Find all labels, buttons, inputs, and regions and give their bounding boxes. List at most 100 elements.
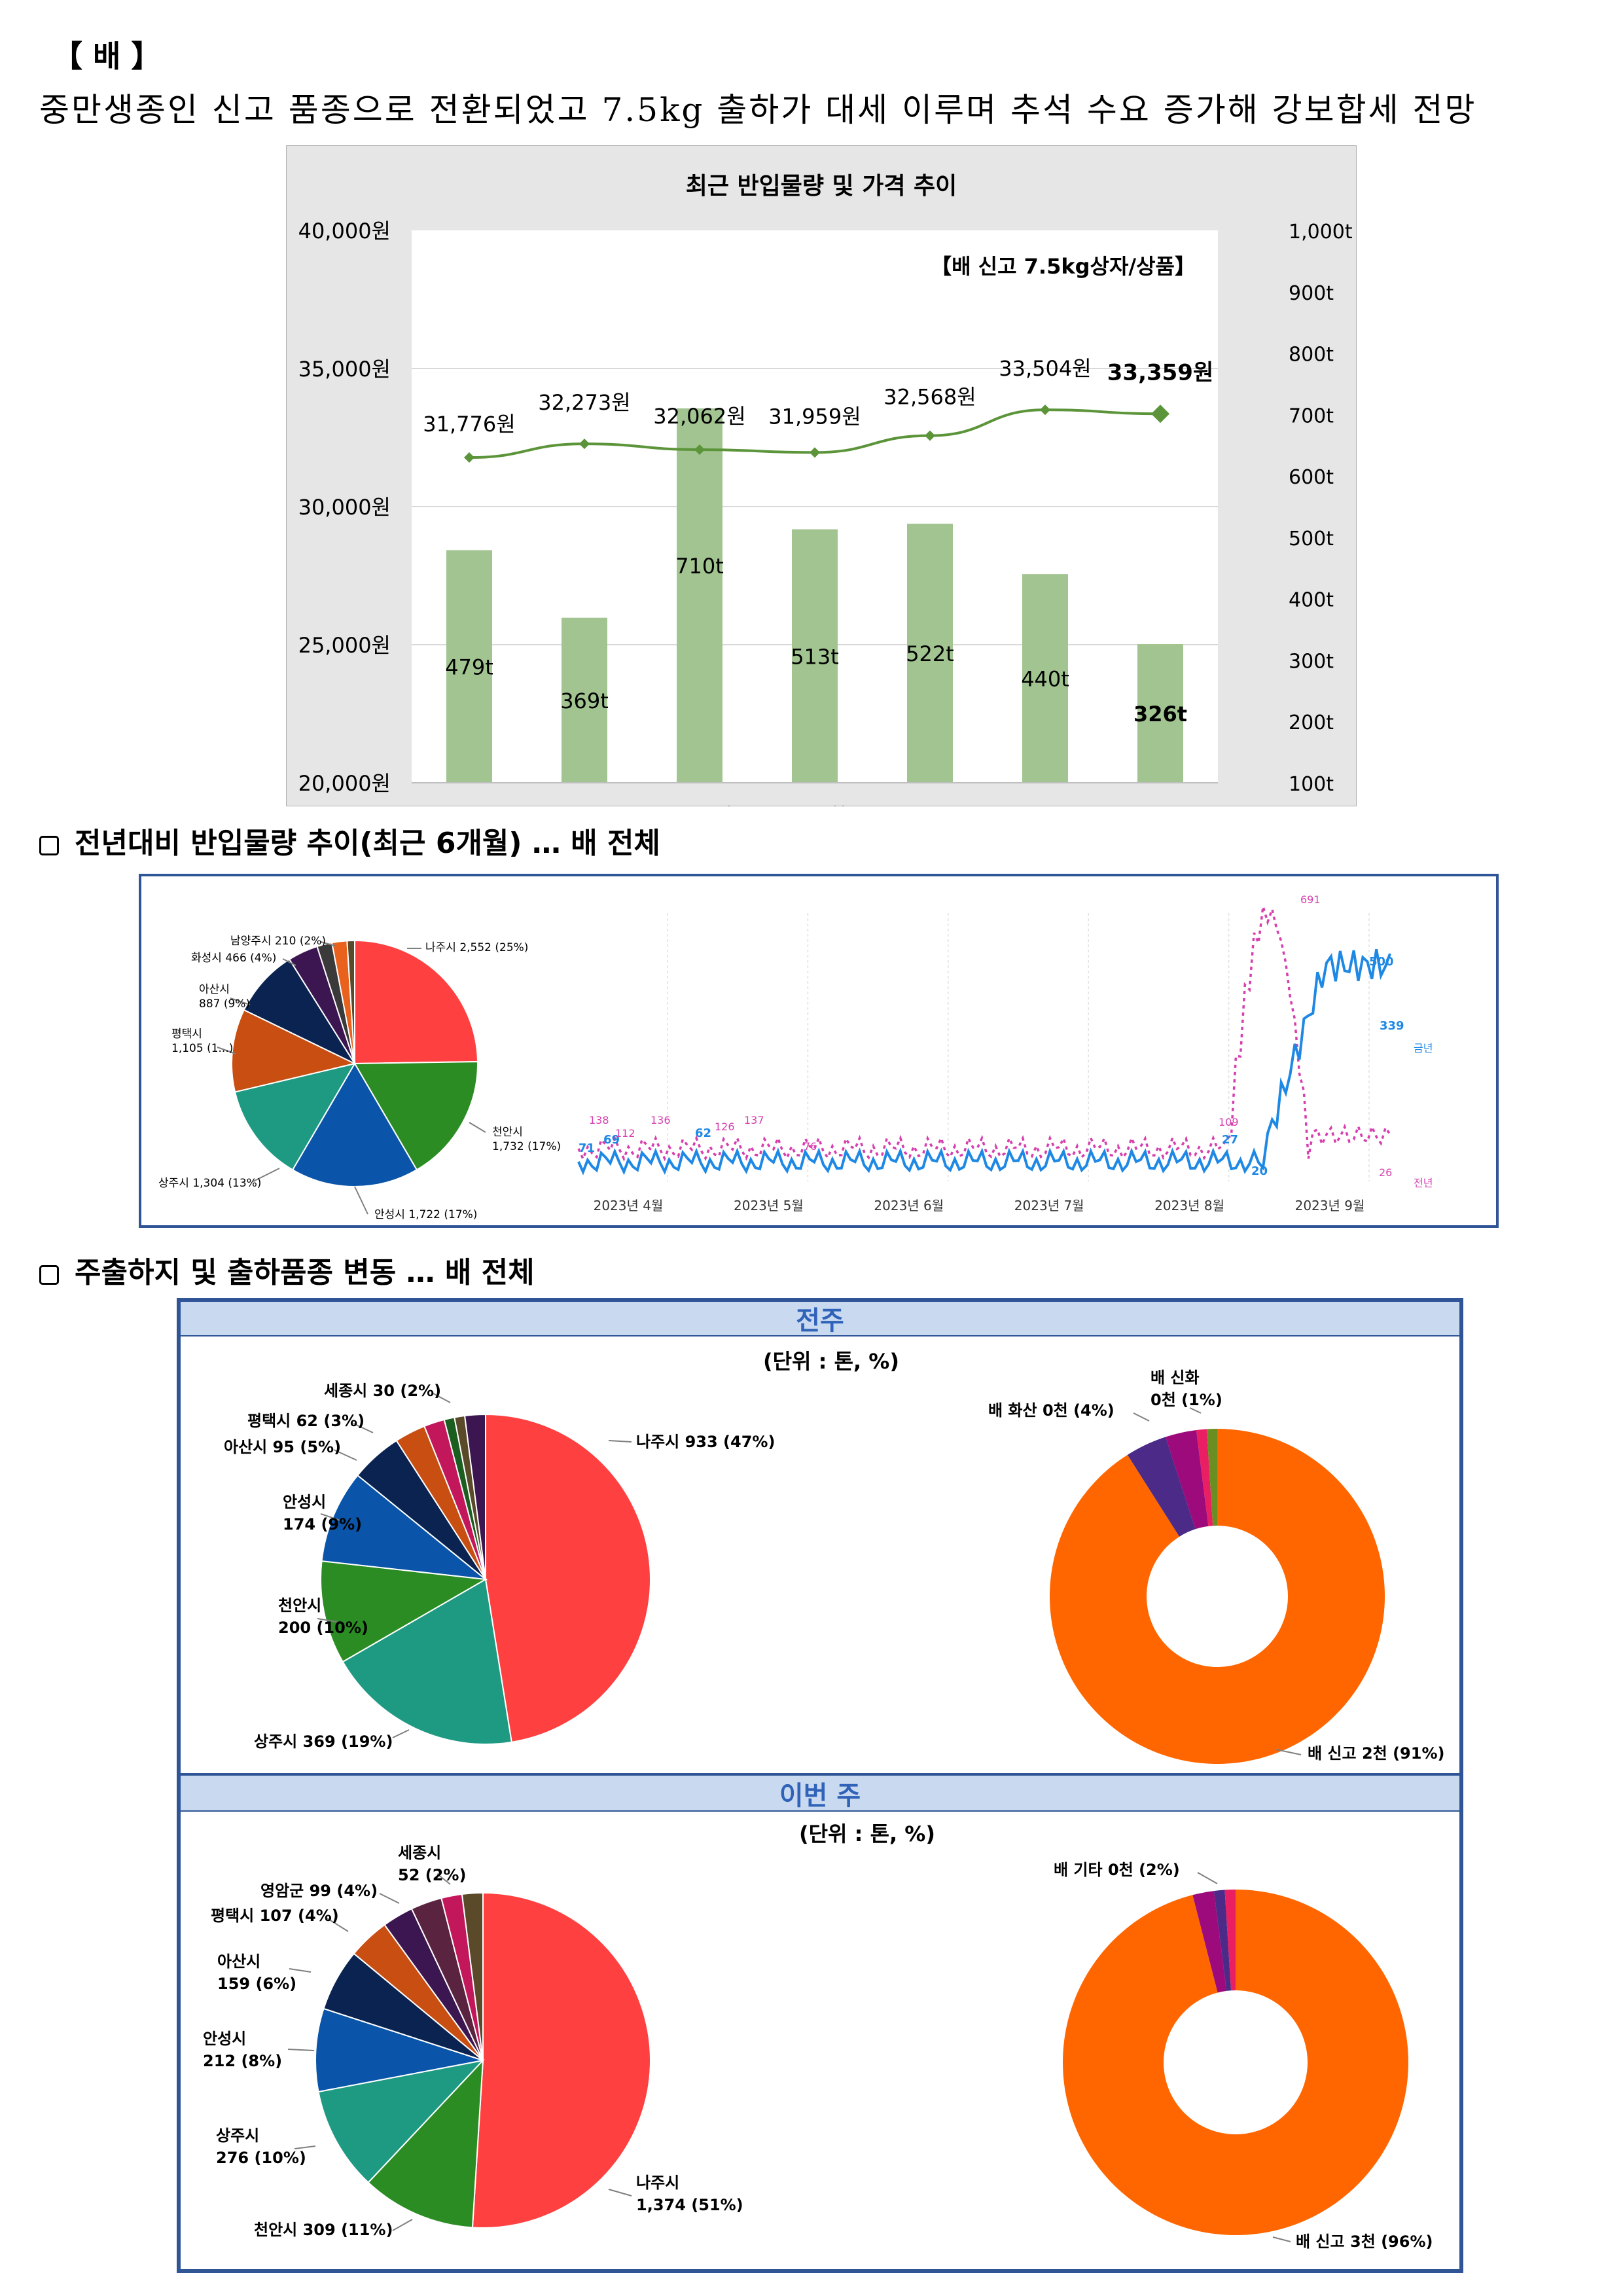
leader-line	[1189, 1407, 1202, 1414]
price-label: 33,504원	[999, 356, 1091, 381]
pie-slice	[1224, 1890, 1236, 1991]
checkbox-icon	[39, 1265, 59, 1285]
slice-label: 평택시	[171, 1028, 202, 1041]
price-volume-chart: 최근 반입물량 및 가격 추이 479t 369t 710t 513t 522t 440t…	[286, 145, 1357, 806]
slice-label: 영암군 99 (4%)	[260, 1882, 378, 1900]
slice-label: 1,732 (17%)	[492, 1140, 561, 1153]
current-year-value: 69	[603, 1133, 620, 1147]
volume-bar	[677, 408, 722, 783]
prior-year-legend: 전년	[1414, 1177, 1433, 1189]
month-tick: 2023년 4월	[594, 1198, 664, 1213]
pie-slice	[463, 1413, 486, 1580]
leader-line	[1275, 1749, 1302, 1755]
pie-slice	[1192, 1891, 1227, 1993]
pie-slice	[315, 2007, 484, 2093]
volume-bar	[562, 617, 607, 783]
x-category-label: 9.15(금)	[428, 804, 510, 806]
right-axis-tick: 500t	[1289, 528, 1334, 550]
slice-label: 천안시 309 (11%)	[254, 2221, 393, 2239]
pie-slice	[461, 1892, 484, 2061]
volume-bar-label: 522t	[906, 641, 954, 666]
volume-bar-label: 513t	[791, 644, 839, 669]
price-marker	[810, 447, 820, 458]
price-marker	[464, 452, 474, 463]
current-year-value: 71	[579, 1141, 595, 1155]
slice-label: 상주시 369 (19%)	[254, 1732, 393, 1751]
leader-line	[320, 941, 336, 946]
volume-bar	[792, 529, 838, 783]
x-category-label: 9.19(화)	[774, 804, 856, 806]
slice-label: 안성시	[283, 1493, 326, 1511]
right-axis-tick: 1,000t	[1289, 221, 1353, 243]
pie-slice	[485, 1413, 652, 1743]
section3-title-text: 주출하지 및 출하품종 변동 … 배 전체	[75, 1256, 535, 1289]
pie-slice	[353, 1061, 478, 1171]
right-axis-tick: 200t	[1289, 711, 1334, 734]
right-axis-tick: 600t	[1289, 466, 1334, 489]
volume-bar-label: 479t	[445, 655, 493, 679]
slice-label: 남양주시 210 (2%)	[230, 935, 326, 948]
slice-label: 화성시 466 (4%)	[191, 952, 276, 965]
left-axis-tick: 25,000원	[298, 633, 391, 658]
this-week-origin-pie: 나주시 1,374 (51%) 천안시 309 (11%) 상주시 276 (10%) 안…	[203, 1844, 743, 2239]
right-axis-tick: 300t	[1289, 650, 1334, 673]
pie-slice	[1049, 1429, 1385, 1764]
slice-label: 세종시	[398, 1844, 441, 1862]
right-axis-tick: 100t	[1289, 773, 1334, 796]
slice-label: 아산시 95 (5%)	[224, 1438, 341, 1456]
section3-title: 주출하지 및 출하품종 변동 … 배 전체	[39, 1249, 535, 1291]
prior-year-value: 126	[715, 1121, 735, 1133]
x-category-label: 9.20(수)	[889, 804, 971, 806]
leader-line	[353, 1423, 374, 1433]
chart-title: 최근 반입물량 및 가격 추이	[686, 173, 957, 200]
this-week-variety-donut: 배 신고 3천 (96%) 배 기타 0천 (2%)	[1054, 1861, 1433, 2251]
x-category-label: 9.21(목)	[1004, 804, 1086, 806]
slice-label: 52 (2%)	[398, 1866, 466, 1884]
prior-year-value: 137	[744, 1114, 764, 1126]
pie-slice	[317, 2059, 485, 2184]
slice-label: 안성시	[203, 2030, 246, 2048]
month-tick: 2023년 9월	[1295, 1198, 1365, 1213]
slice-label: 배 화산 0천 (4%)	[988, 1401, 1115, 1420]
prior-year-value: 112	[615, 1127, 635, 1139]
current-year-value: 62	[695, 1126, 711, 1140]
volume-bar-label: 326t	[1133, 702, 1187, 726]
leader-line	[354, 1186, 368, 1215]
current-year-line	[577, 948, 1391, 1175]
pie-slice	[234, 1062, 357, 1171]
origin-variety-panel: 전주 (단위 : 톤, %) 이번 주 (단위 : 톤, %) 나주시 933 …	[177, 1298, 1463, 2273]
prev-week-origin-pie: 나주시 933 (47%) 상주시 369 (19%) 천안시 200 (10%) 안성…	[224, 1382, 775, 1751]
pie-slice	[1165, 1430, 1209, 1530]
slice-label: 천안시	[492, 1126, 523, 1139]
pie-slice	[231, 1009, 357, 1093]
prior-year-value: 691	[1300, 893, 1321, 906]
leader-line	[1133, 1412, 1150, 1422]
leader-line	[289, 1968, 312, 1973]
slice-label: 상주시	[216, 2126, 259, 2145]
left-axis-tick: 20,000원	[298, 771, 391, 796]
x-category-label: 9.22(금)	[1119, 804, 1202, 806]
leader-line	[287, 2049, 315, 2051]
leader-line	[437, 1873, 451, 1885]
slice-label: 200 (10%)	[278, 1619, 368, 1637]
pie-slice	[1196, 1429, 1213, 1526]
legend-label: 【배 신고 7.5kg상자/상품】	[931, 254, 1196, 279]
slice-label: 세종시 30 (2%)	[324, 1382, 441, 1400]
volume-bar	[1137, 644, 1183, 783]
price-label: 32,062원	[653, 404, 745, 429]
current-year-value: 500	[1369, 955, 1394, 969]
leader-line	[217, 1047, 236, 1054]
price-marker	[1151, 404, 1169, 423]
volume-bar	[907, 524, 953, 783]
this-week-header: 이번 주	[779, 1781, 861, 1811]
slice-label: 나주시 2,552 (25%)	[425, 941, 528, 954]
slice-label: 1,374 (51%)	[636, 2196, 743, 2214]
slice-label: 배 기타 0천 (2%)	[1054, 1861, 1180, 1879]
checkbox-icon	[39, 836, 59, 855]
leader-line	[294, 2145, 316, 2149]
slice-label: 평택시 107 (4%)	[211, 1907, 339, 1925]
current-year-value: 27	[1222, 1133, 1238, 1147]
leader-line	[469, 1122, 486, 1133]
leader-line	[230, 997, 251, 1005]
prev-week-header: 전주	[796, 1306, 844, 1336]
